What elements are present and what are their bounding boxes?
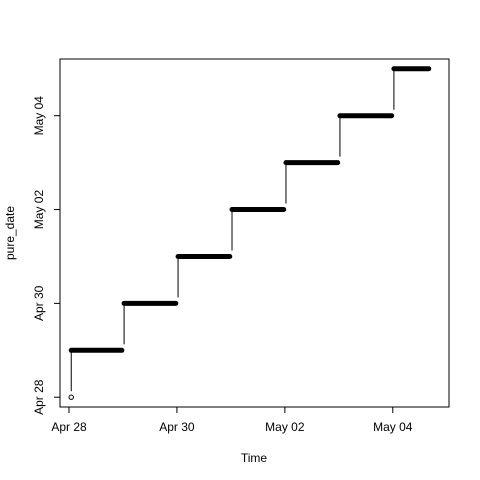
y-tick-label-2: May 02 <box>32 190 46 230</box>
y-tick-label-0: Apr 28 <box>32 379 46 415</box>
y-tick-label-1: Apr 30 <box>32 285 46 321</box>
x-tick-label-0: Apr 28 <box>51 420 87 434</box>
y-axis-label: pure_date <box>3 206 17 260</box>
chart-marks <box>68 66 432 400</box>
x-tick-label-2: May 02 <box>265 420 305 434</box>
y-tick-label-3: May 04 <box>32 96 46 136</box>
x-tick-label-3: May 04 <box>373 420 413 434</box>
x-tick-label-1: Apr 30 <box>159 420 195 434</box>
chart-axes: Apr 28 Apr 30 May 02 May 04 Apr 28 Apr 30 May … <box>32 96 413 434</box>
plot-frame <box>59 58 450 408</box>
initial-point <box>68 394 74 400</box>
x-axis-label: Time <box>241 451 268 465</box>
